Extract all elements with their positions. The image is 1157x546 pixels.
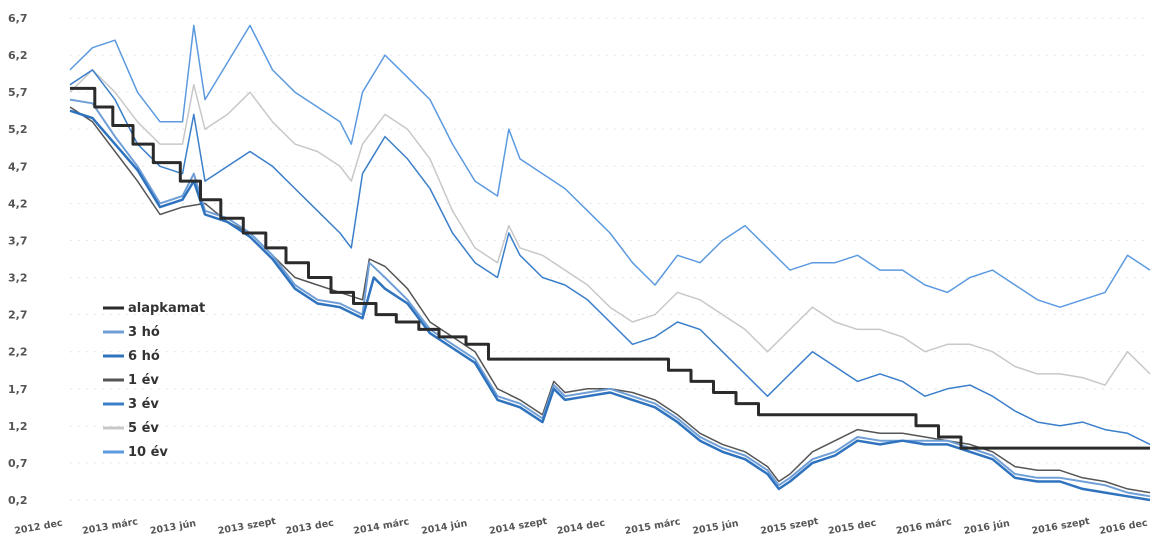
y-tick-label: 0,2: [8, 494, 28, 507]
y-tick-label: 5,2: [8, 123, 28, 136]
x-tick-label: 2014 márc: [353, 516, 410, 537]
series-layer: [69, 24, 1151, 502]
series-line-4: [69, 69, 1151, 446]
legend-label: 6 hó: [128, 349, 160, 364]
x-tick-label: 2016 szept: [1031, 516, 1091, 537]
x-tick-label: 2013 dec: [285, 518, 335, 537]
legend-label: 3 hó: [128, 325, 160, 340]
y-tick-label: 2,2: [8, 346, 28, 359]
series-line-2: [69, 109, 1151, 502]
y-tick-label: 0,7: [8, 457, 28, 470]
series-line-3: [69, 106, 1151, 494]
y-tick-label: 4,2: [8, 197, 28, 210]
legend-label: alapkamat: [128, 301, 205, 316]
x-tick-label: 2014 jún: [420, 518, 468, 537]
x-tick-label: 2014 szept: [488, 516, 548, 537]
y-tick-label: 5,7: [8, 86, 28, 99]
x-tick-label: 2015 szept: [760, 516, 820, 537]
series-line-6: [69, 24, 1151, 308]
y-tick-label: 4,7: [8, 160, 28, 173]
x-tick-label: 2013 márc: [81, 516, 138, 537]
x-tick-label: 2013 szept: [217, 516, 277, 537]
legend-label: 5 év: [128, 421, 159, 436]
series-line-1: [69, 98, 1151, 498]
x-tick-label: 2012 dec: [14, 518, 64, 537]
grid-layer: [70, 17, 1150, 501]
x-tick-label: 2016 jún: [963, 518, 1011, 537]
y-tick-label: 2,7: [8, 309, 28, 322]
y-tick-label: 1,2: [8, 420, 28, 433]
series-line-5: [69, 69, 1151, 386]
y-tick-label: 6,7: [8, 12, 28, 25]
x-tick-label: 2015 márc: [624, 516, 681, 537]
legend-label: 10 év: [128, 445, 168, 460]
y-tick-label: 6,2: [8, 49, 28, 62]
x-tick-label: 2015 jún: [692, 518, 740, 537]
y-tick-label: 3,7: [8, 234, 28, 247]
y-tick-label: 1,7: [8, 383, 28, 396]
x-tick-label: 2014 dec: [556, 518, 606, 537]
x-axis: 2012 dec 2013 márc 2013 jún 2013 szept 2013 …: [14, 516, 1149, 537]
x-tick-label: 2016 márc: [895, 516, 952, 537]
y-tick-label: 3,2: [8, 272, 28, 285]
legend: alapkamat 3 hó 6 hó 1 év 3 év 5 év 10 év: [103, 301, 205, 460]
series-line-0: [70, 86, 1150, 450]
legend-label: 3 év: [128, 397, 159, 412]
x-tick-label: 2015 dec: [827, 518, 877, 537]
x-tick-label: 2013 jún: [149, 518, 197, 537]
x-tick-label: 2016 dec: [1099, 518, 1149, 537]
y-axis: 6,7 6,2 5,7 5,2 4,7 4,2 3,7 3,2 2,7 2,2 1,7 1,2 0,7 0…: [8, 12, 28, 507]
legend-label: 1 év: [128, 373, 159, 388]
